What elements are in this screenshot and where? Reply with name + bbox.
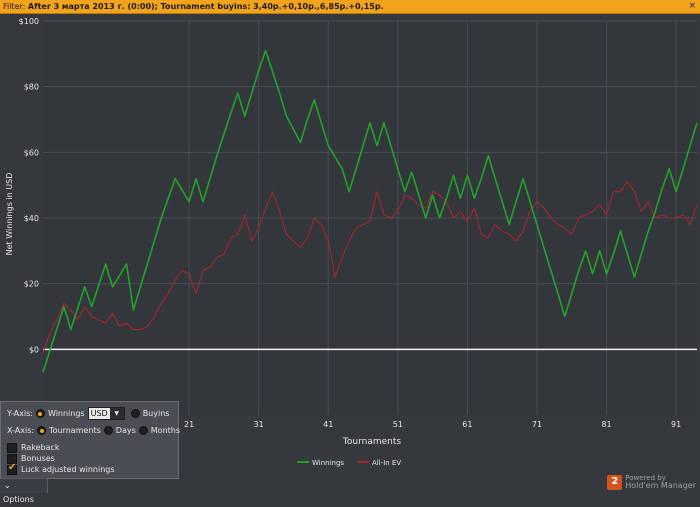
winnings-chart: $0 $20 $40 $60 $80 $100 21 31 41 51 61 71 81 91 Net W… (5, 17, 698, 467)
buyins-radio-label: Buyins (142, 409, 170, 418)
options-toggle-label: Options (3, 495, 34, 504)
rakeback-checkbox[interactable] (7, 442, 17, 453)
series-line-all-in-ev (42, 181, 698, 353)
powered-by-text: Powered by (625, 474, 666, 482)
days-radio[interactable] (103, 426, 113, 435)
x-tick-label: 31 (254, 420, 264, 429)
y-tick-label: $80 (24, 83, 39, 92)
days-radio-label: Days (115, 426, 136, 435)
tournaments-radio[interactable] (37, 426, 47, 435)
winnings-radio-label: Winnings (47, 409, 85, 418)
x-tick-label: 51 (393, 420, 403, 429)
x-tick-label: 91 (671, 420, 681, 429)
x-axis-label: Tournaments (342, 437, 401, 447)
product-name: Hold'em Manager (625, 481, 696, 490)
options-toggle[interactable]: ⌄ Options (0, 478, 48, 504)
x-tick-label: 61 (462, 420, 472, 429)
filter-text: After 3 марта 2013 г. (0:00); Tournament… (27, 2, 384, 11)
x-tick-label: 81 (601, 420, 611, 429)
bonuses-label: Bonuses (21, 454, 55, 463)
y-tick-label: $60 (24, 148, 39, 157)
luck-adjusted-checkbox[interactable] (7, 462, 17, 475)
options-panel: Y-Axis: Winnings USD ▼ Buyins X-Axis: To… (0, 401, 180, 479)
luck-row[interactable]: Luck adjusted winnings (7, 462, 115, 475)
currency-select[interactable]: USD ▼ (87, 407, 125, 420)
x-axis-row: X-Axis: Tournaments Days Months (7, 425, 180, 436)
chart-legend: Winnings All-In EV (297, 459, 401, 467)
series-line-winnings (42, 49, 698, 373)
buyins-radio[interactable] (130, 409, 140, 418)
close-filter-icon[interactable]: × (688, 1, 696, 11)
filter-bar[interactable]: Filter: After 3 марта 2013 г. (0:00); To… (0, 0, 700, 14)
chevron-down-icon[interactable]: ▼ (109, 408, 124, 419)
chart-series (42, 49, 698, 373)
rakeback-label: Rakeback (21, 443, 60, 452)
y-tick-label: $100 (19, 17, 39, 26)
x-axis-option-label: X-Axis: (7, 426, 35, 435)
x-tick-label: 21 (184, 420, 194, 429)
chevron-down-icon: ⌄ (4, 481, 11, 490)
y-axis-row: Y-Axis: Winnings USD ▼ Buyins (7, 407, 170, 420)
y-tick-label: $40 (24, 214, 39, 223)
legend-label: All-In EV (372, 459, 401, 467)
x-tick-label: 71 (532, 420, 542, 429)
filter-label: Filter: (3, 2, 26, 11)
luck-adjusted-label: Luck adjusted winnings (21, 465, 115, 474)
y-axis-option-label: Y-Axis: (7, 409, 33, 418)
months-radio[interactable] (138, 426, 148, 435)
rakeback-row[interactable]: Rakeback (7, 442, 60, 453)
currency-value: USD (90, 409, 108, 418)
chart-ticks: $0 $20 $40 $60 $80 $100 21 31 41 51 61 71 81 91 (19, 17, 682, 429)
chart-grid (43, 20, 697, 415)
hm-badge-icon: 2 (607, 474, 623, 490)
x-tick-label: 41 (323, 420, 333, 429)
legend-label: Winnings (312, 459, 344, 467)
holdem-manager-logo: 2 Powered by Hold'em Manager (607, 474, 696, 490)
y-tick-label: $20 (24, 280, 39, 289)
y-axis-label: Net Winnings in USD (5, 173, 14, 256)
tournaments-radio-label: Tournaments (49, 426, 101, 435)
winnings-radio[interactable] (35, 409, 45, 418)
months-radio-label: Months (150, 426, 181, 435)
y-tick-label: $0 (29, 345, 39, 354)
